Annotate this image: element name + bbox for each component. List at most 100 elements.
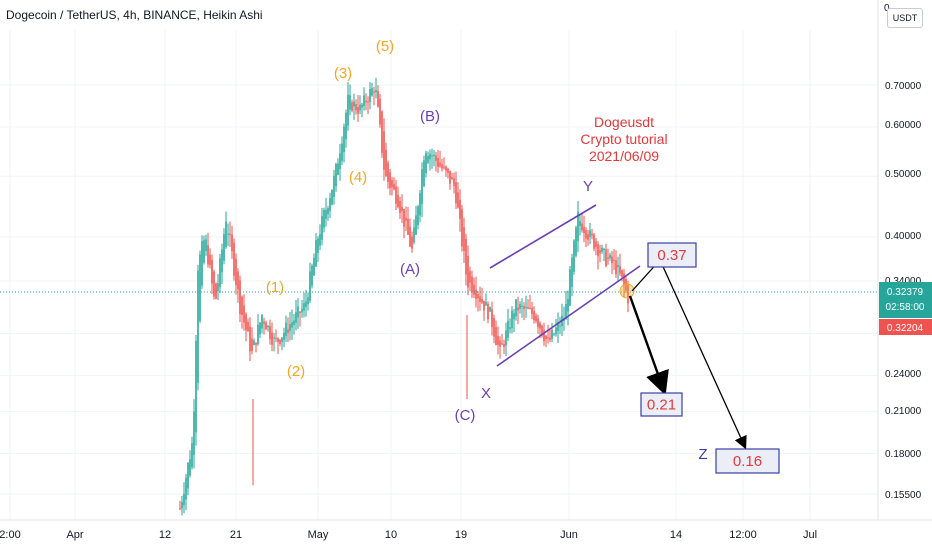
candle xyxy=(271,332,273,345)
time-tick-label: 21 xyxy=(230,529,242,541)
candle xyxy=(567,298,569,312)
candle xyxy=(507,320,509,338)
candle xyxy=(557,321,559,331)
candle xyxy=(495,327,497,345)
candle xyxy=(585,229,587,239)
candle xyxy=(203,240,205,263)
time-tick-label: 19 xyxy=(455,529,467,541)
candle xyxy=(249,326,251,352)
candle xyxy=(445,166,447,171)
candle xyxy=(193,411,195,455)
candle xyxy=(189,459,191,476)
candle xyxy=(475,289,477,299)
candle xyxy=(401,206,403,211)
candle xyxy=(449,170,451,184)
candle xyxy=(349,95,351,110)
time-tick-label: Jul xyxy=(803,529,817,541)
candle xyxy=(379,98,381,125)
target-box xyxy=(715,448,780,474)
target-label: 0.16 xyxy=(733,453,762,470)
candle xyxy=(315,240,317,267)
candle xyxy=(425,152,427,173)
candle xyxy=(471,276,473,293)
candle xyxy=(569,269,571,306)
candle xyxy=(273,337,275,339)
candle xyxy=(207,245,209,265)
candle xyxy=(197,270,199,383)
candle xyxy=(473,284,475,295)
wave-label: (3) xyxy=(334,65,352,82)
candles-group xyxy=(179,77,629,516)
price-scale-bg xyxy=(878,0,932,550)
candle xyxy=(591,233,593,236)
time-tick-label: Apr xyxy=(66,529,83,541)
price-countdown: 02:58:00 xyxy=(886,302,925,313)
time-tick-label: Jun xyxy=(560,529,578,541)
candle xyxy=(607,257,609,259)
candle xyxy=(221,249,223,273)
time-tick-label: 10 xyxy=(385,529,397,541)
candle xyxy=(321,216,323,240)
candle xyxy=(181,501,183,509)
candle xyxy=(503,344,505,348)
candle xyxy=(223,234,225,261)
candle xyxy=(375,90,377,93)
candle xyxy=(381,111,383,154)
candle xyxy=(319,234,321,246)
candle xyxy=(325,209,327,219)
currency-button[interactable]: USDT xyxy=(887,8,923,28)
candle xyxy=(345,112,347,140)
wave-label: (2) xyxy=(287,363,305,380)
candle xyxy=(201,241,203,286)
candle xyxy=(571,257,573,287)
low-price-tag xyxy=(879,319,932,335)
candle xyxy=(583,226,585,234)
candle xyxy=(309,271,311,301)
candle xyxy=(433,154,435,157)
candle xyxy=(269,326,271,339)
candle xyxy=(553,333,555,335)
candle xyxy=(465,238,467,275)
candle xyxy=(373,91,375,93)
candle xyxy=(359,104,361,111)
candle xyxy=(609,254,611,259)
candle xyxy=(467,256,469,288)
candle xyxy=(509,327,511,330)
candle xyxy=(195,340,197,433)
time-tick-label: May xyxy=(308,529,329,541)
candle xyxy=(451,177,453,180)
arrow-to-021 xyxy=(628,295,669,396)
candle xyxy=(533,310,535,321)
candle xyxy=(257,325,259,344)
wave-label: (4) xyxy=(349,169,367,186)
candle xyxy=(619,266,621,274)
candle xyxy=(219,258,221,288)
candle xyxy=(227,233,229,235)
candle xyxy=(411,236,413,249)
candle xyxy=(389,172,391,189)
candle xyxy=(515,299,517,317)
candle xyxy=(545,335,547,339)
candle xyxy=(391,180,393,188)
wave-label: Y xyxy=(583,178,593,195)
candle xyxy=(369,89,371,103)
current-price-tag xyxy=(879,282,932,318)
candle xyxy=(293,320,295,325)
candle xyxy=(347,94,349,126)
wave-label: (B) xyxy=(420,108,440,125)
wave-label: X xyxy=(481,385,491,402)
candle xyxy=(301,308,303,313)
candle xyxy=(595,241,597,247)
target-box xyxy=(647,242,697,268)
candle xyxy=(623,273,625,286)
candle xyxy=(601,247,603,252)
candle xyxy=(419,193,421,216)
candle xyxy=(311,265,313,286)
candle xyxy=(621,269,623,277)
candle xyxy=(247,322,249,332)
time-tick-label: 14 xyxy=(670,529,682,541)
candle xyxy=(547,337,549,339)
candle xyxy=(365,100,367,103)
candle xyxy=(333,175,335,198)
